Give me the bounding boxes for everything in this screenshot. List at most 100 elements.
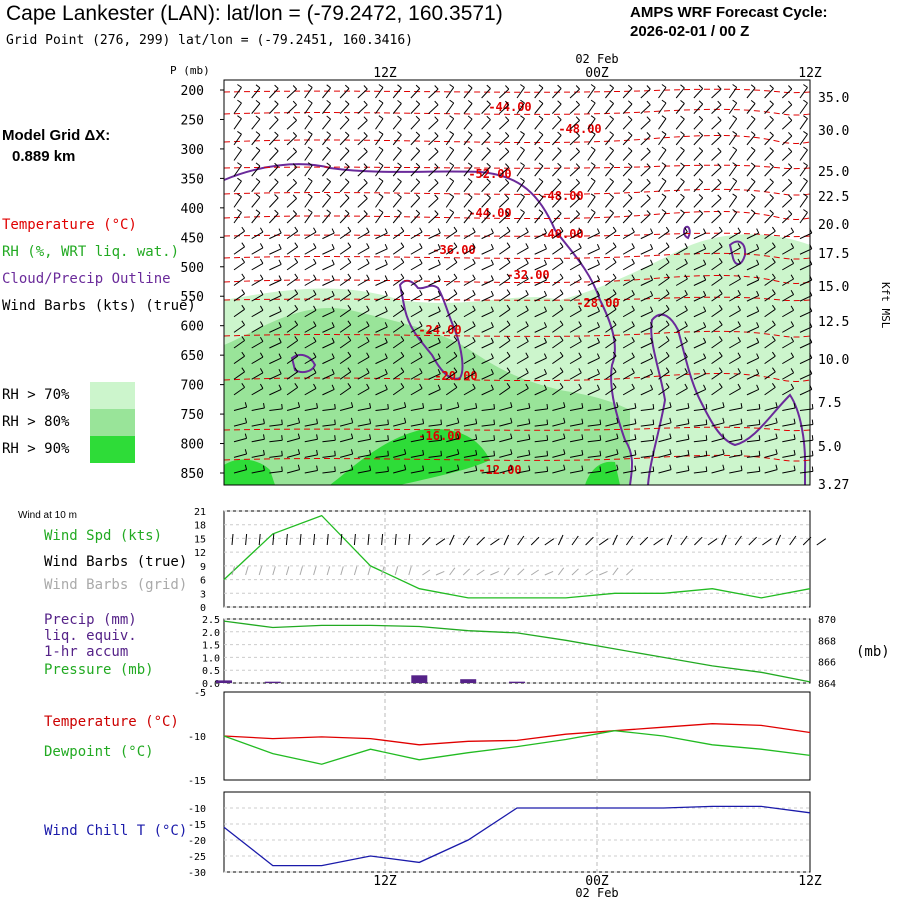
wind-barb-flag [292, 163, 297, 168]
wind-barb-flag [278, 290, 282, 296]
wind-barb-flag [627, 178, 633, 183]
wind-barb-flag [278, 306, 282, 312]
wind-barb [746, 342, 759, 349]
wind-barb-flag [434, 178, 439, 184]
wind-barb [322, 295, 335, 302]
wind-barb [782, 262, 794, 271]
wind-barb-flag [331, 259, 335, 265]
wind-barb-flag [281, 466, 283, 472]
wind-barb [622, 213, 633, 224]
wind-barb [658, 180, 667, 193]
wind-barb-flag [557, 209, 562, 214]
wind-barb-flag [490, 368, 494, 375]
wind-barb-flag [631, 258, 635, 264]
wind-barb [304, 325, 317, 333]
wind-barb [658, 230, 670, 240]
wind-barb-flag [631, 336, 635, 342]
wind-barb [782, 325, 794, 333]
wind-barb-flag [274, 115, 279, 121]
wind-barb [675, 150, 685, 161]
wind-barb [375, 118, 384, 130]
wind-barb-flag [650, 275, 654, 281]
wind-barb [640, 279, 653, 286]
wind-barb-true [530, 536, 540, 546]
wind-barb-grid [517, 568, 525, 576]
pressure-tick-label: 700 [181, 379, 204, 394]
wind-barb [534, 165, 544, 177]
wind-barb-flag [237, 130, 242, 135]
wind-barb [693, 197, 704, 208]
wind-barb-flag [811, 403, 814, 409]
wind-barb-flag [434, 210, 439, 215]
wind-barb-flag [793, 465, 796, 471]
wind-barb [711, 422, 725, 427]
wind-barb [729, 470, 743, 474]
wind-barb-flag [366, 243, 370, 249]
wind-barb-grid [367, 566, 371, 576]
wind-barb-flag [506, 367, 511, 373]
wind-barb-flag [326, 115, 331, 120]
wind-barb-flag [646, 210, 651, 215]
wind-barb [304, 102, 313, 114]
wind-barb [552, 386, 564, 396]
isotherm-label: -44.00 [488, 100, 531, 114]
wind-barb-flag [737, 383, 741, 389]
wind-barb-flag [326, 193, 331, 198]
wind-barb [428, 326, 441, 333]
wind-barb-flag [538, 115, 544, 120]
wind-barb [675, 118, 685, 130]
wind-barb [746, 326, 759, 333]
wind-barb [269, 181, 279, 193]
wind-barb-flag [415, 209, 421, 214]
isotherm-label: -48.00 [540, 189, 583, 203]
wind-barb [658, 261, 670, 271]
wind-barb [746, 388, 759, 396]
wind-barb-flag [525, 274, 529, 280]
wind-tick-label: 12 [194, 548, 206, 559]
wind-barb-flag [510, 464, 513, 470]
wind-barb-flag [363, 100, 368, 106]
wind-barb [445, 196, 455, 208]
wind-barb-flag [472, 290, 476, 295]
wind-barb-flag [559, 367, 564, 373]
wind-barb-flag [698, 115, 704, 121]
wind-barb [481, 197, 491, 208]
wind-barb [764, 386, 776, 396]
cross-section-frame [223, 79, 811, 486]
wind-barb-flag [732, 84, 737, 88]
wind-barb [746, 408, 760, 411]
wind-barb-flag [400, 351, 405, 357]
wind-barb [640, 120, 651, 130]
wind-barb-flag [669, 449, 672, 455]
wind-barb [410, 470, 424, 474]
wind-barb-flag [705, 450, 708, 456]
wind-tick-label: 0 [200, 603, 206, 614]
wind-barb [728, 180, 738, 193]
wind-barb [392, 355, 405, 365]
wind-barb-flag [467, 146, 473, 151]
wind-barb [463, 356, 476, 365]
wind-barb [587, 295, 600, 302]
wind-barb [410, 231, 423, 240]
wind-barb-flag [525, 368, 529, 374]
wind-barb-flag [313, 305, 317, 311]
wind-barb-flag [520, 162, 525, 166]
wind-barb [623, 454, 636, 458]
wind-panel-frame [223, 510, 811, 608]
wind-barb-flag [369, 403, 372, 409]
wind-barb [587, 310, 600, 318]
wind-barb-flag [790, 274, 795, 280]
wind-barb-true [707, 538, 718, 546]
height-tick-label: 20.0 [818, 218, 849, 233]
wind-barb-flag [627, 147, 633, 152]
wind-barb-flag [263, 418, 265, 424]
wind-barb [534, 295, 547, 302]
wind-barb-flag [627, 162, 633, 167]
wind-barb [552, 324, 564, 333]
isotherm-label: -16.00 [418, 429, 461, 443]
wind-barb-flag [790, 227, 795, 233]
wind-barb [233, 406, 247, 411]
precip-tick-label: 2.0 [202, 628, 220, 639]
wind-barb-flag [440, 435, 442, 441]
wind-barb [534, 134, 544, 146]
